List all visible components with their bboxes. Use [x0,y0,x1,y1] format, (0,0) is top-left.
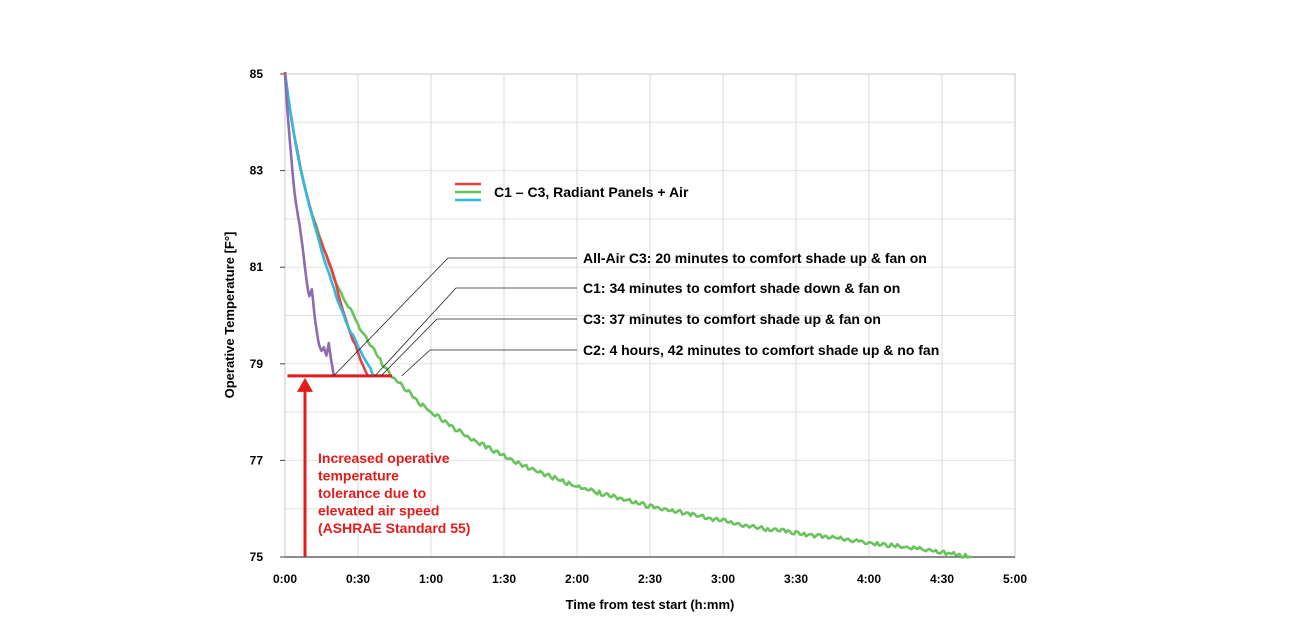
x-axis-label: Time from test start (h:mm) [566,597,735,612]
tolerance-note-line: Increased operative [318,450,450,466]
x-tick-label: 0:30 [346,572,370,586]
annotation-leader [380,318,577,377]
y-tick-label: 83 [250,164,264,178]
series-line [283,73,335,377]
series-line [283,72,972,559]
series-group [283,71,972,559]
annotation-leader [374,287,577,377]
threshold-arrow-head [297,377,313,392]
y-tick-label: 77 [250,453,264,467]
annotation-text: C2: 4 hours, 42 minutes to comfort shade… [583,342,939,358]
annotations: All-Air C3: 20 minutes to comfort shade … [333,250,939,377]
y-tick-label: 79 [250,357,264,371]
tolerance-note-line: tolerance due to [318,485,426,501]
x-tick-label: 3:00 [711,572,735,586]
annotation-text: C3: 37 minutes to comfort shade up & fan… [583,311,881,327]
y-tick-label: 85 [250,67,264,81]
y-tick-label: 75 [250,550,264,564]
x-tick-label: 2:30 [638,572,662,586]
x-tick-label: 2:00 [565,572,589,586]
tolerance-note-line: (ASHRAE Standard 55) [318,520,470,536]
x-tick-label: 0:00 [273,572,297,586]
x-tick-label: 4:30 [930,572,954,586]
axis-ticks: 0:00 0:30 1:00 1:30 2:00 2:30 3:00 3:30 4:00 4:30… [250,67,1028,586]
annotation-leader [401,349,577,377]
legend-label: C1 – C3, Radiant Panels + Air [494,184,689,200]
y-axis-label: Operative Temperature [F°] [222,232,237,399]
annotation-text: All-Air C3: 20 minutes to comfort shade … [583,250,927,266]
tolerance-note-line: temperature [318,468,399,484]
tolerance-note-line: elevated air speed [318,503,439,519]
annotation-text: C1: 34 minutes to comfort shade down & f… [583,280,900,296]
x-tick-label: 1:30 [492,572,516,586]
series-line [283,73,376,378]
series-line [283,71,369,377]
x-tick-label: 1:00 [419,572,443,586]
tolerance-note: Increased operative temperaturetolerance … [318,450,470,536]
x-tick-label: 3:30 [784,572,808,586]
annotation-leader [333,257,577,377]
legend: C1 – C3, Radiant Panels + Air [455,182,689,202]
x-tick-label: 5:00 [1003,572,1027,586]
y-tick-label: 81 [250,260,264,274]
comfort-threshold [287,374,393,557]
x-tick-label: 4:00 [857,572,881,586]
